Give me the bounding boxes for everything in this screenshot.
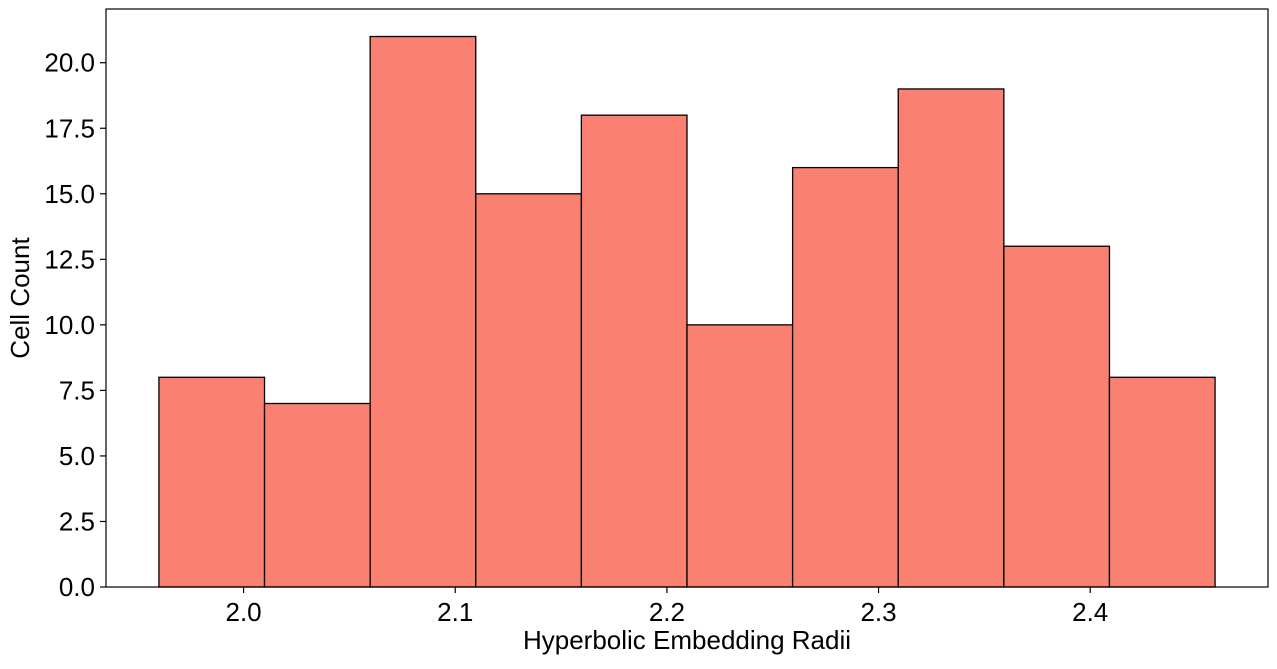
x-tick-label: 2.3 — [860, 597, 896, 627]
plot-frame — [105, 8, 1269, 588]
histogram-bar-3 — [369, 35, 477, 588]
y-tick-label: 2.5 — [59, 506, 95, 536]
x-tick-label: 2.4 — [1072, 597, 1108, 627]
histogram-bar-4 — [475, 193, 583, 588]
histogram-bar-10 — [1108, 376, 1216, 588]
x-axis-label: Hyperbolic Embedding Radii — [523, 625, 851, 655]
y-tick-label: 5.0 — [59, 441, 95, 471]
y-axis-label: Cell Count — [5, 237, 35, 359]
histogram-bar-5 — [580, 114, 688, 588]
x-axis-ticks: 2.0 2.1 2.2 2.3 2.4 — [225, 587, 1108, 627]
histogram-bar-9 — [1003, 245, 1111, 588]
y-tick-label: 0.0 — [59, 572, 95, 602]
bars-layer — [158, 35, 1216, 588]
y-tick-label: 10.0 — [44, 310, 95, 340]
histogram-bar-8 — [897, 88, 1005, 588]
histogram-bar-2 — [263, 402, 371, 588]
y-tick-label: 15.0 — [44, 179, 95, 209]
x-tick-label: 2.1 — [437, 597, 473, 627]
y-tick-label: 7.5 — [59, 375, 95, 405]
x-tick-label: 2.0 — [225, 597, 261, 627]
histogram-bar-6 — [686, 324, 794, 588]
y-tick-label: 12.5 — [44, 244, 95, 274]
y-tick-label: 20.0 — [44, 48, 95, 78]
histogram-bar-1 — [158, 376, 266, 588]
x-tick-label: 2.2 — [649, 597, 685, 627]
y-axis-ticks: 0.0 2.5 5.0 7.5 10.0 12.5 15.0 17.5 20.0 — [44, 48, 106, 602]
y-tick-label: 17.5 — [44, 113, 95, 143]
histogram-bar-7 — [791, 166, 899, 588]
